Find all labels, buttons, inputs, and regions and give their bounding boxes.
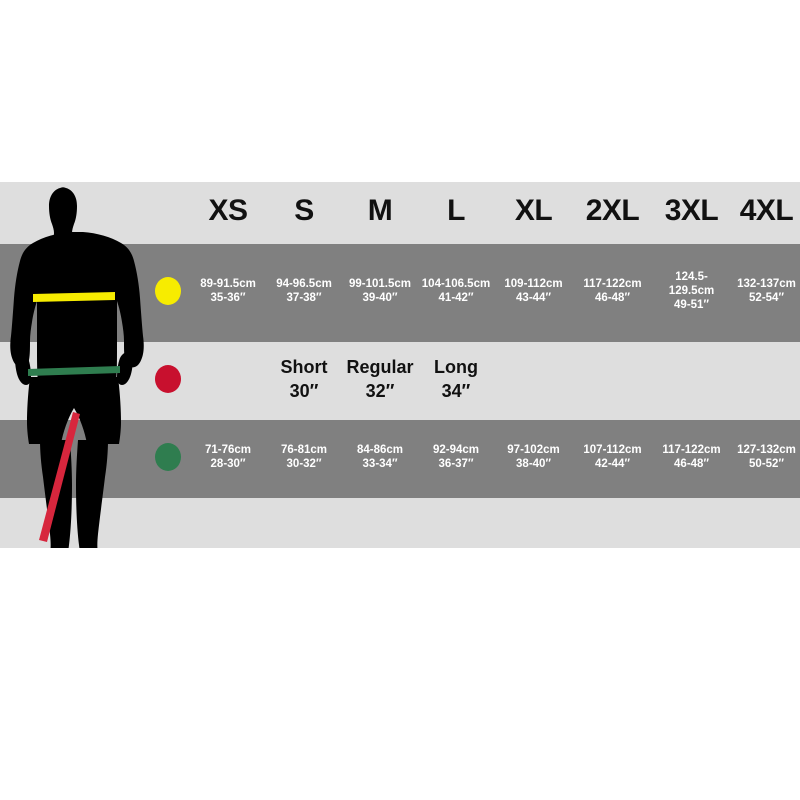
waist-cm-l: 92-94cm — [432, 443, 480, 456]
chest-in-2xl: 46-48″ — [595, 292, 630, 304]
chest-in-m: 39-40″ — [362, 292, 398, 304]
footer-cell-xs — [192, 498, 264, 548]
waist-cell-3xl: 117-122cm 46-48″ — [654, 420, 729, 494]
leg-cell-m: Regular 32″ — [344, 342, 416, 416]
chest-in-l: 41-42″ — [438, 292, 474, 304]
chest-cell-xl: 109-112cm 43-44″ — [496, 244, 571, 338]
leg-cell-3xl — [654, 342, 729, 416]
red-dot-icon — [155, 365, 181, 393]
leg-cell-xl — [496, 342, 571, 416]
leg-len-s: 30″ — [289, 381, 319, 401]
chest-cell-4xl: 132-137cm 52-54″ — [733, 244, 800, 338]
column-header-xs: XS — [192, 182, 264, 240]
chest-row-marker-cell — [148, 244, 188, 338]
footer-cell-4xl — [733, 498, 800, 548]
leg-cell-l: Long 34″ — [420, 342, 492, 416]
chest-cm-m: 99-101.5cm — [348, 277, 412, 290]
chest-cm-s: 94-96.5cm — [276, 277, 332, 290]
column-header-l: L — [420, 182, 492, 240]
waist-cell-xl: 97-102cm 38-40″ — [496, 420, 571, 494]
leg-cell-s: Short 30″ — [268, 342, 340, 416]
footer-cell-2xl — [575, 498, 650, 548]
waist-band — [28, 366, 120, 376]
waist-cm-xs: 71-76cm — [204, 443, 252, 456]
size-table: XS S M L XL 2XL 3XL 4XL 89-91.5cm 35-36″ … — [148, 182, 800, 548]
waist-cell-4xl: 127-132cm 50-52″ — [733, 420, 800, 494]
column-header-3xl: 3XL — [654, 182, 729, 240]
chest-cm-3xl: 124.5-129.5cm — [668, 270, 715, 297]
chest-cell-l: 104-106.5cm 41-42″ — [420, 244, 492, 338]
waist-in-xl: 38-40″ — [516, 458, 551, 470]
waist-cell-xs: 71-76cm 28-30″ — [192, 420, 264, 494]
column-header-4xl: 4XL — [733, 182, 800, 240]
waist-cell-m: 84-86cm 33-34″ — [344, 420, 416, 494]
waist-cell-l: 92-94cm 36-37″ — [420, 420, 492, 494]
leg-cell-2xl — [575, 342, 650, 416]
chest-in-xl: 43-44″ — [516, 292, 551, 304]
leg-name-s: Short — [280, 356, 328, 377]
chest-in-4xl: 52-54″ — [749, 292, 784, 304]
footer-cell-xl — [496, 498, 571, 548]
chest-cell-xs: 89-91.5cm 35-36″ — [192, 244, 264, 338]
waist-cm-xl: 97-102cm — [507, 443, 560, 456]
waist-cm-2xl: 107-112cm — [583, 443, 642, 456]
leg-cell-4xl — [733, 342, 800, 416]
waist-in-l: 36-37″ — [438, 458, 474, 470]
waist-cell-2xl: 107-112cm 42-44″ — [575, 420, 650, 494]
footer-cell-l — [420, 498, 492, 548]
column-header-xl: XL — [496, 182, 571, 240]
leg-cell-xs — [192, 342, 264, 416]
leg-row-marker-cell — [148, 342, 188, 416]
footer-cell-m — [344, 498, 416, 548]
column-header-2xl: 2XL — [575, 182, 650, 240]
column-header-m: M — [344, 182, 416, 240]
header-marker-spacer — [148, 182, 188, 240]
chest-cm-4xl: 132-137cm — [737, 277, 796, 290]
size-chart: XS S M L XL 2XL 3XL 4XL 89-91.5cm 35-36″ … — [0, 182, 800, 548]
waist-in-3xl: 46-48″ — [674, 458, 709, 470]
waist-cell-s: 76-81cm 30-32″ — [268, 420, 340, 494]
green-dot-icon — [155, 443, 181, 471]
inseam-line — [39, 412, 80, 542]
chest-in-s: 37-38″ — [286, 292, 322, 304]
waist-row-marker-cell — [148, 420, 188, 494]
footer-cell-s — [268, 498, 340, 548]
chest-cell-s: 94-96.5cm 37-38″ — [268, 244, 340, 338]
waist-cm-3xl: 117-122cm — [662, 443, 721, 456]
chest-in-xs: 35-36″ — [210, 292, 246, 304]
chest-cm-xl: 109-112cm — [504, 277, 563, 290]
footer-cell-3xl — [654, 498, 729, 548]
waist-in-m: 33-34″ — [362, 458, 398, 470]
chest-cell-m: 99-101.5cm 39-40″ — [344, 244, 416, 338]
leg-len-l: 34″ — [441, 381, 471, 401]
chest-cm-l: 104-106.5cm — [421, 277, 491, 290]
waist-in-4xl: 50-52″ — [749, 458, 784, 470]
leg-name-l: Long — [434, 356, 478, 377]
chest-band — [33, 292, 115, 302]
chest-cell-2xl: 117-122cm 46-48″ — [575, 244, 650, 338]
leg-name-m: Regular — [346, 356, 414, 377]
waist-in-2xl: 42-44″ — [595, 458, 630, 470]
waist-in-s: 30-32″ — [286, 458, 322, 470]
waist-cm-4xl: 127-132cm — [737, 443, 796, 456]
chest-cm-2xl: 117-122cm — [583, 277, 642, 290]
leg-len-m: 32″ — [365, 381, 395, 401]
footer-marker-spacer — [148, 498, 188, 548]
chest-cm-xs: 89-91.5cm — [200, 277, 256, 290]
column-header-s: S — [268, 182, 340, 240]
chest-cell-3xl: 124.5-129.5cm 49-51″ — [654, 244, 729, 338]
waist-cm-s: 76-81cm — [280, 443, 328, 456]
yellow-dot-icon — [155, 277, 181, 305]
body-figure — [0, 182, 148, 548]
waist-cm-m: 84-86cm — [356, 443, 404, 456]
chest-in-3xl: 49-51″ — [674, 299, 709, 311]
waist-in-xs: 28-30″ — [210, 458, 246, 470]
